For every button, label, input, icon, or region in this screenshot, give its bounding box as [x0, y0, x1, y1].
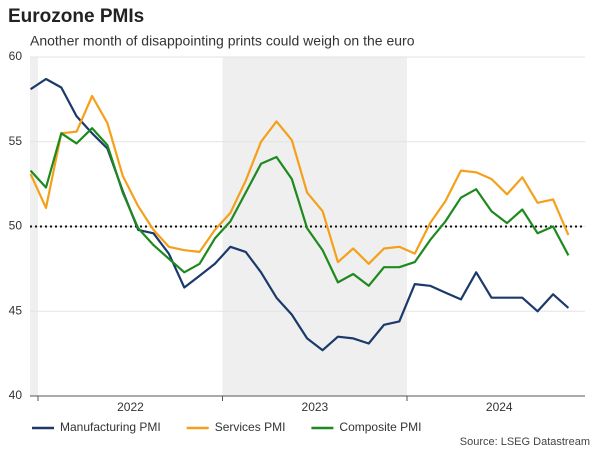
legend-label: Composite PMI — [339, 420, 421, 434]
x-tick-label: 2024 — [486, 400, 513, 414]
chart-title: Eurozone PMIs — [8, 6, 144, 27]
legend-label: Manufacturing PMI — [60, 420, 161, 434]
y-tick-label: 55 — [9, 134, 23, 148]
y-tick-label: 60 — [9, 49, 23, 63]
y-tick-label: 50 — [9, 219, 23, 233]
series-line — [29, 94, 570, 265]
x-tick-label: 2023 — [302, 400, 329, 414]
chart-subtitle: Another month of disappointing prints co… — [30, 33, 415, 49]
y-tick-label: 40 — [9, 388, 23, 402]
y-tick-label: 45 — [9, 303, 23, 317]
legend-label: Services PMI — [215, 420, 286, 434]
source: Source: LSEG Datastream — [460, 436, 590, 448]
x-tick-label: 2022 — [117, 400, 144, 414]
series-line — [29, 127, 570, 287]
